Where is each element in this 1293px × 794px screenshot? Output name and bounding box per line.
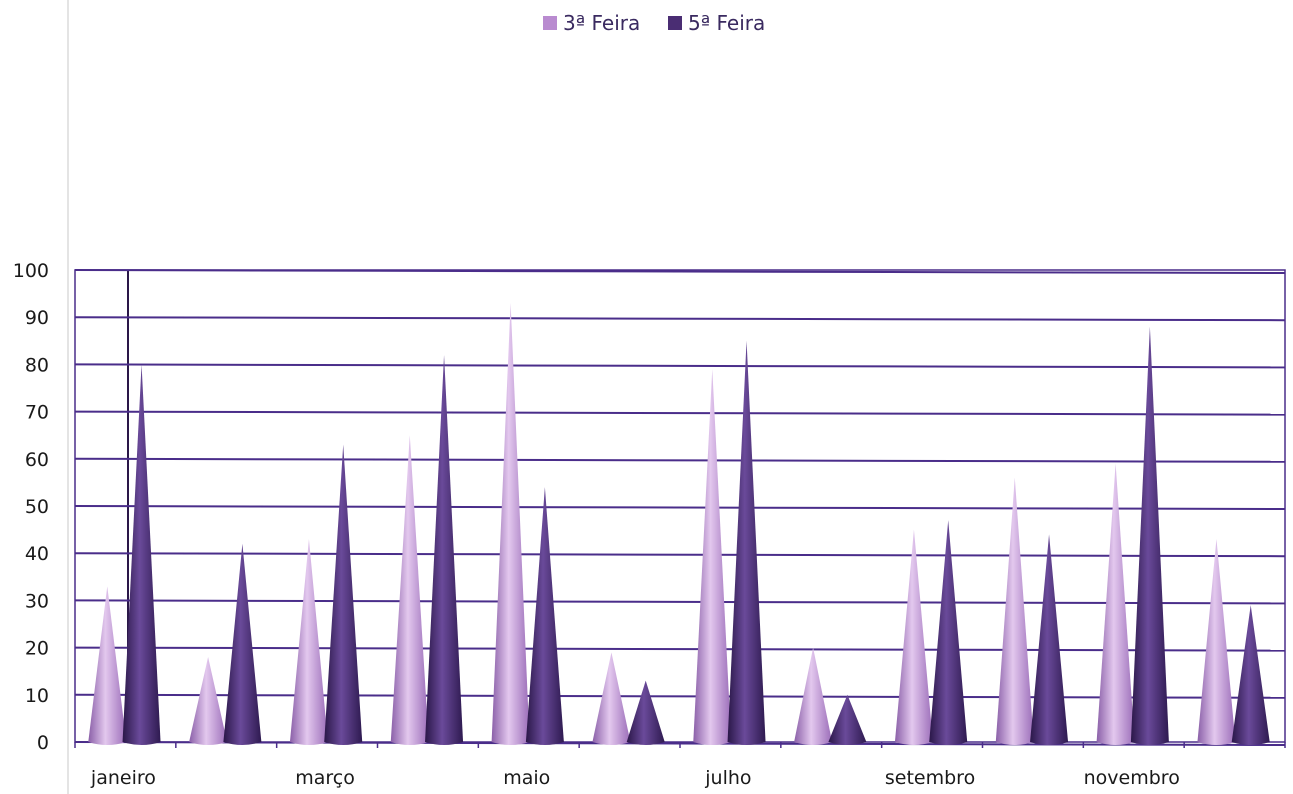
- gridline: [74, 505, 1286, 510]
- y-tick-label: 40: [25, 543, 49, 565]
- cone-5a-feira: [1030, 534, 1069, 745]
- cone-3a-feira: [88, 586, 127, 745]
- gridline: [74, 363, 1286, 369]
- y-tick-label: 50: [25, 496, 49, 518]
- y-tick-label: 100: [13, 260, 49, 282]
- cone-5a-feira: [122, 364, 161, 745]
- cone-5a-feira: [929, 520, 968, 745]
- cones: [88, 303, 1270, 745]
- cone-3a-feira: [289, 539, 328, 745]
- cone-3a-feira: [592, 652, 631, 745]
- gridline: [74, 552, 1286, 558]
- x-category-label: julho: [704, 767, 751, 789]
- x-category-label: setembro: [885, 767, 975, 789]
- cone-5a-feira: [1231, 605, 1270, 745]
- legend-swatch-5a-feira: [668, 16, 682, 30]
- legend-label-3a-feira: 3ª Feira: [563, 11, 640, 35]
- x-category-label: maio: [503, 767, 550, 789]
- cone-5a-feira: [727, 340, 766, 745]
- y-tick-label: 0: [37, 732, 49, 754]
- cone-5a-feira: [626, 680, 665, 745]
- cone-5a-feira: [223, 543, 262, 745]
- gridline: [74, 599, 1286, 605]
- cone-3a-feira: [1096, 463, 1135, 745]
- legend-label-5a-feira: 5ª Feira: [688, 11, 765, 35]
- gridlines: [74, 269, 1286, 748]
- y-tick-label: 60: [25, 449, 49, 471]
- cone-3a-feira: [995, 477, 1034, 745]
- cone-3a-feira: [693, 369, 732, 745]
- x-category-label: março: [295, 767, 355, 789]
- gridline: [74, 410, 1286, 416]
- gridline: [74, 693, 1286, 699]
- legend-swatch-3a-feira: [543, 16, 557, 30]
- cone-3a-feira: [189, 657, 228, 745]
- cone-3a-feira: [794, 647, 833, 745]
- y-tick-label: 70: [25, 402, 49, 424]
- cone-3a-feira: [390, 435, 429, 745]
- cone-5a-feira: [324, 444, 363, 745]
- cone-3a-feira: [491, 303, 530, 745]
- cone-5a-feira: [425, 354, 464, 745]
- y-tick-label: 20: [25, 638, 49, 660]
- y-tick-label: 90: [25, 307, 49, 329]
- y-tick-label: 30: [25, 590, 49, 612]
- y-axis-ticks: 0 10 20 30 40 50 60 70 80 90 100: [13, 260, 49, 754]
- gridline: [74, 269, 1286, 274]
- cone-5a-feira: [525, 487, 564, 745]
- x-category-label: janeiro: [90, 767, 156, 789]
- cone-5a-feira: [1130, 326, 1169, 745]
- x-category-label: novembro: [1084, 767, 1180, 789]
- gridline: [74, 646, 1286, 652]
- cone-3a-feira: [894, 529, 933, 745]
- x-axis-labels: janeiro março maio julho setembro novembro: [90, 767, 1180, 789]
- cone-3a-feira: [1197, 539, 1236, 745]
- gridline: [74, 457, 1286, 463]
- gridline: [74, 316, 1286, 322]
- legend: 3ª Feira 5ª Feira: [543, 11, 765, 35]
- y-tick-label: 80: [25, 354, 49, 376]
- y-tick-label: 10: [25, 685, 49, 707]
- cone-5a-feira: [828, 694, 867, 745]
